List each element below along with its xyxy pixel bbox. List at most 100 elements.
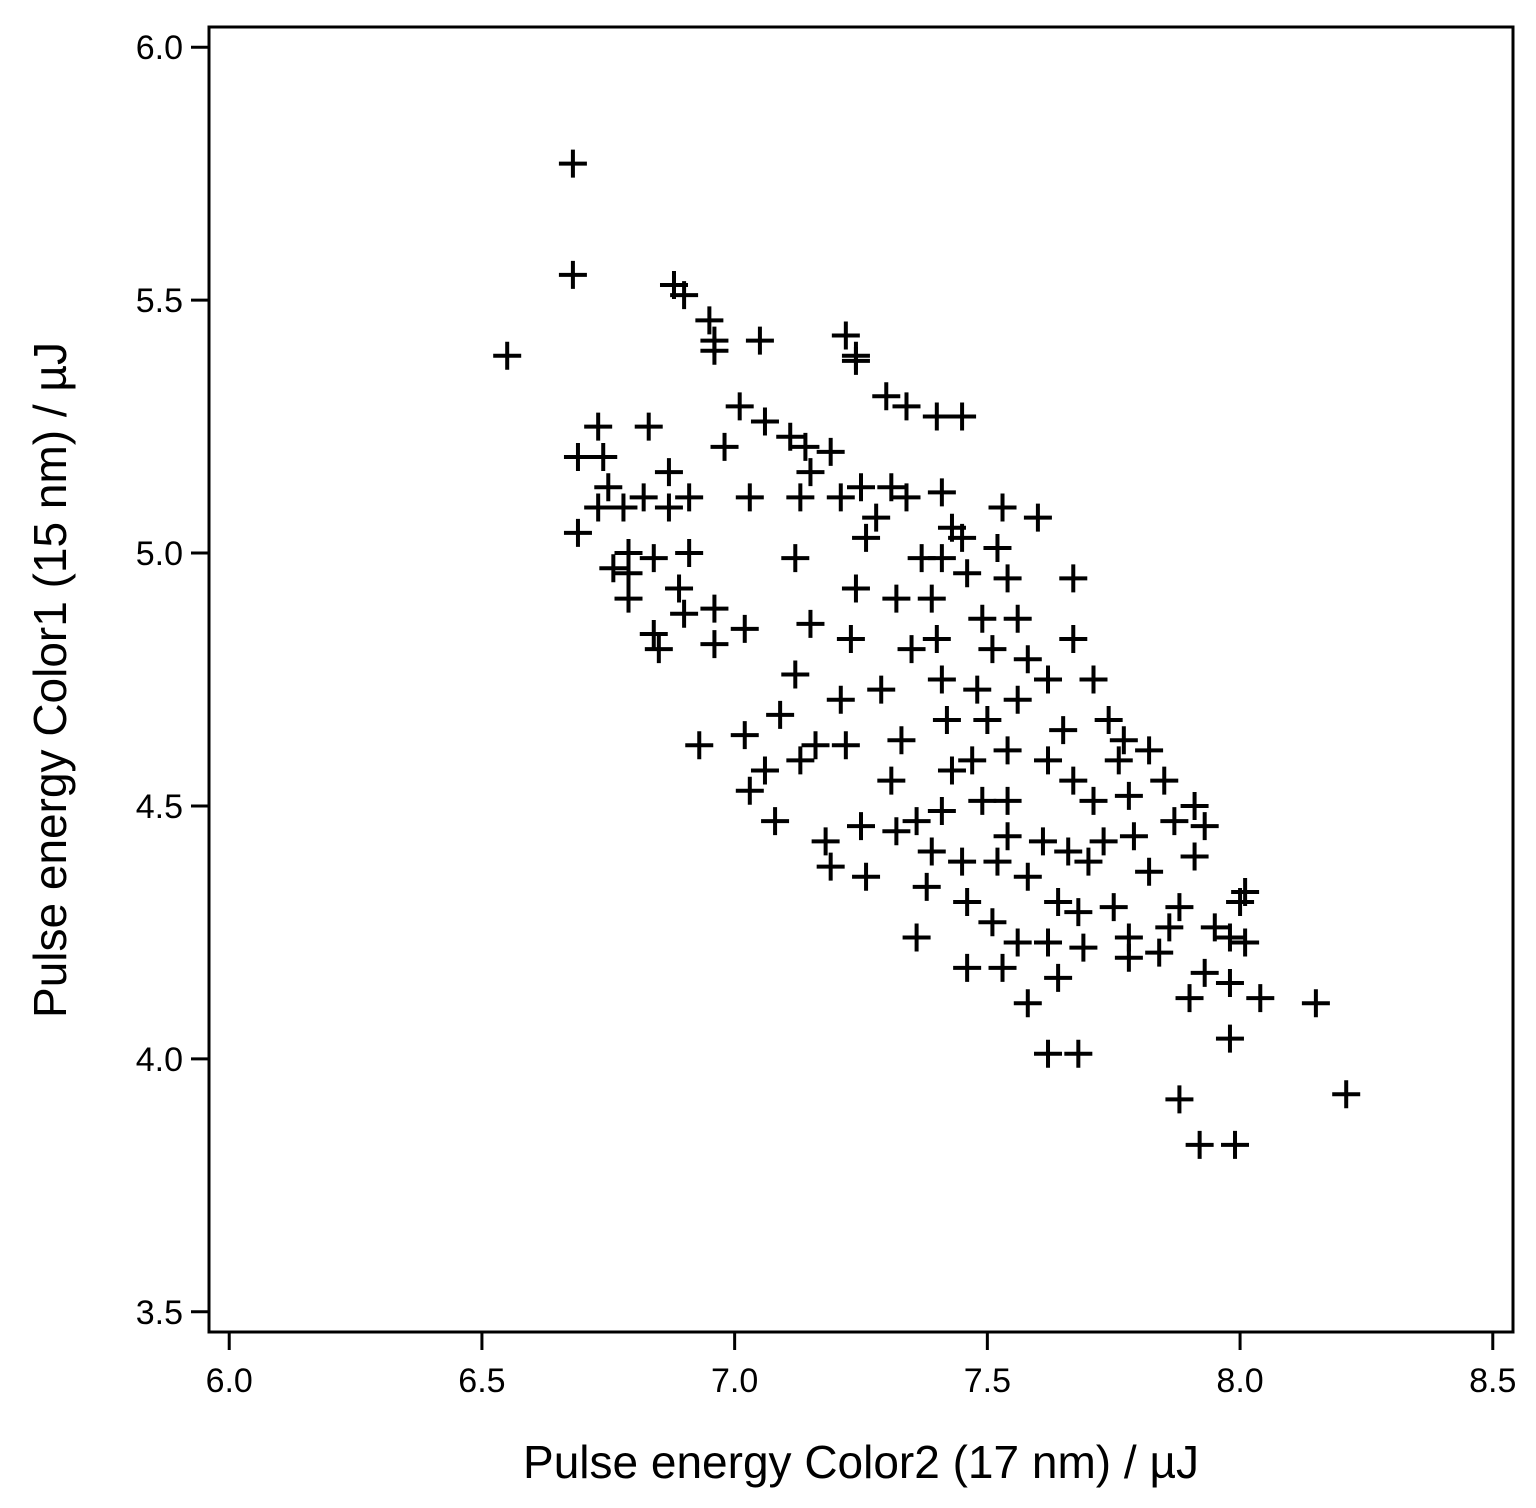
point: [1165, 1085, 1194, 1114]
point: [902, 923, 931, 952]
y-axis-label: Pulse energy Color1 (15 nm) / µJ: [24, 342, 76, 1018]
point: [1175, 984, 1204, 1013]
point: [796, 609, 825, 638]
point: [735, 776, 764, 805]
point: [1231, 928, 1260, 957]
point: [745, 326, 774, 355]
point: [700, 336, 729, 365]
y-tick-label: 4.5: [136, 788, 183, 826]
point: [1190, 958, 1219, 987]
point: [922, 402, 951, 431]
point: [654, 458, 683, 487]
point: [599, 554, 628, 583]
point: [983, 847, 1012, 876]
point: [750, 407, 779, 436]
point: [1079, 665, 1108, 694]
point: [735, 483, 764, 512]
point: [493, 341, 522, 370]
point: [993, 822, 1022, 851]
point: [1150, 766, 1179, 795]
point: [877, 473, 906, 502]
y-tick-label: 3.5: [136, 1294, 183, 1332]
point: [811, 827, 840, 856]
point: [639, 619, 668, 648]
point: [1221, 1130, 1250, 1159]
point: [922, 625, 951, 654]
point: [927, 478, 956, 507]
point: [978, 908, 1007, 937]
point: [1301, 989, 1330, 1018]
y-tick-label: 4.0: [136, 1041, 183, 1079]
point: [988, 493, 1017, 522]
point: [1059, 625, 1088, 654]
point: [1003, 685, 1032, 714]
point: [1226, 888, 1255, 917]
point: [1135, 736, 1164, 765]
point: [897, 635, 926, 664]
point: [1145, 938, 1174, 967]
point: [1190, 812, 1219, 841]
plot-frame: [207, 25, 1515, 1334]
point: [665, 574, 694, 603]
point: [1114, 923, 1143, 952]
point: [978, 635, 1007, 664]
point: [1028, 827, 1057, 856]
point: [730, 721, 759, 750]
point: [948, 847, 977, 876]
point: [695, 306, 724, 335]
point: [1104, 746, 1133, 775]
point: [1003, 928, 1032, 957]
point: [887, 726, 916, 755]
x-tick-label: 8.0: [1216, 1362, 1263, 1400]
point: [1094, 705, 1123, 734]
point: [766, 700, 795, 729]
point: [1089, 827, 1118, 856]
point: [993, 736, 1022, 765]
point: [1034, 1039, 1063, 1068]
point: [1034, 665, 1063, 694]
point: [867, 675, 896, 704]
point: [1044, 963, 1073, 992]
point: [609, 493, 638, 522]
point: [958, 746, 987, 775]
point: [1059, 766, 1088, 795]
point: [847, 812, 875, 841]
point: [1079, 786, 1108, 815]
point: [953, 888, 982, 917]
point: [1074, 847, 1103, 876]
point: [1165, 893, 1194, 922]
point: [816, 437, 845, 466]
point: [852, 862, 881, 891]
point: [1185, 1130, 1214, 1159]
point: [675, 539, 704, 568]
point: [558, 260, 587, 289]
point: [584, 493, 613, 522]
point: [902, 807, 931, 836]
point: [993, 564, 1022, 593]
point: [816, 852, 845, 881]
point: [1246, 984, 1275, 1013]
point: [1003, 604, 1032, 633]
x-tick-label: 8.5: [1469, 1362, 1516, 1400]
point: [1200, 913, 1229, 942]
point: [917, 837, 946, 866]
point: [589, 442, 618, 471]
point: [1332, 1080, 1361, 1109]
point: [1180, 842, 1209, 871]
point: [1215, 923, 1244, 952]
point: [634, 412, 663, 441]
point: [1054, 837, 1083, 866]
point: [892, 392, 921, 421]
point: [781, 544, 810, 573]
point: [1069, 933, 1098, 962]
point: [953, 953, 982, 982]
point: [932, 705, 961, 734]
point: [927, 665, 956, 694]
point: [1114, 781, 1143, 810]
point: [786, 746, 815, 775]
point: [968, 786, 997, 815]
point: [1013, 862, 1042, 891]
point: [730, 614, 759, 643]
y-tick-label: 5.5: [136, 282, 183, 320]
